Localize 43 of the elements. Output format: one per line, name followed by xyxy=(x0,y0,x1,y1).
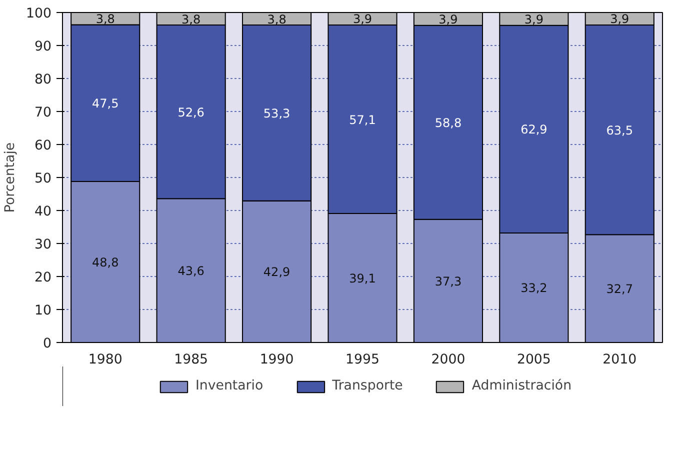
data-label: 58,8 xyxy=(434,116,462,130)
data-label: 3,9 xyxy=(352,12,372,26)
x-tick-label: 1985 xyxy=(174,352,208,368)
data-label: 63,5 xyxy=(606,123,633,138)
y-tick-label: 50 xyxy=(34,172,52,186)
data-label: 3,8 xyxy=(96,12,115,26)
x-tick-label: 2010 xyxy=(602,352,637,368)
legend-label: Inventario xyxy=(195,378,264,394)
data-label: 57,1 xyxy=(349,112,376,127)
y-tick-label: 60 xyxy=(34,138,52,154)
data-label: 3,8 xyxy=(267,12,286,26)
x-tick-label: 1980 xyxy=(88,352,122,368)
data-label: 3,9 xyxy=(610,12,630,26)
y-tick-label: 0 xyxy=(43,336,52,352)
data-label: 32,7 xyxy=(606,282,633,296)
y-tick-label: 10 xyxy=(34,304,52,318)
legend-label: Administración xyxy=(472,378,572,394)
x-tick-label: 2005 xyxy=(516,352,551,368)
data-label: 39,1 xyxy=(349,271,376,286)
data-label: 52,6 xyxy=(178,105,204,120)
data-label: 33,2 xyxy=(520,281,548,296)
data-label: 43,6 xyxy=(178,264,204,278)
y-tick-label: 30 xyxy=(34,238,52,252)
y-tick-label: 80 xyxy=(34,72,52,88)
x-tick-label: 1995 xyxy=(346,352,380,368)
x-tick-label: 1990 xyxy=(260,352,294,368)
data-label: 3,9 xyxy=(438,12,458,26)
data-label: 3,9 xyxy=(524,12,544,26)
data-label: 53,3 xyxy=(263,106,290,120)
y-tick-label: 70 xyxy=(34,106,52,120)
data-label: 48,8 xyxy=(92,255,119,270)
data-label: 47,5 xyxy=(92,96,119,111)
data-label: 3,8 xyxy=(182,12,201,26)
x-tick-label: 2000 xyxy=(431,352,466,368)
data-label: 37,3 xyxy=(434,274,462,288)
y-tick-label: 90 xyxy=(34,40,52,54)
legend-label: Transporte xyxy=(332,378,403,394)
y-tick-label: 20 xyxy=(34,270,52,286)
y-axis-title: Porcentaje xyxy=(3,142,18,213)
data-label: 42,9 xyxy=(263,265,290,280)
data-label: 62,9 xyxy=(520,122,548,137)
y-tick-label: 40 xyxy=(34,204,52,220)
y-tick-label: 100 xyxy=(26,6,52,22)
